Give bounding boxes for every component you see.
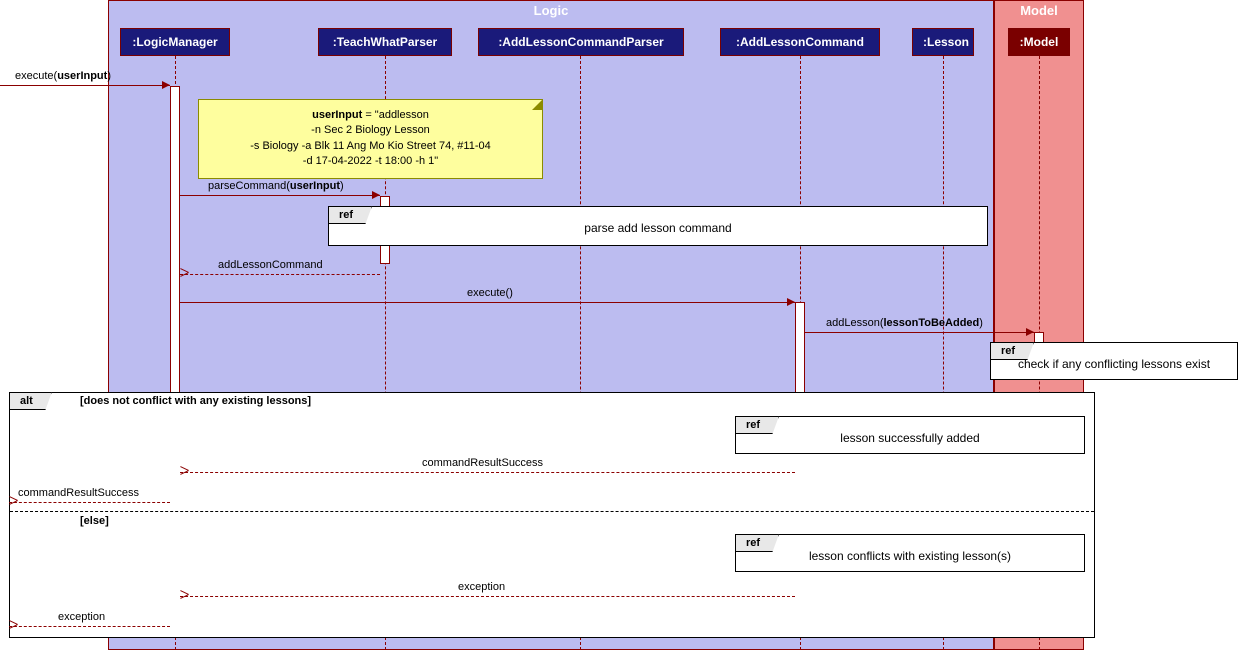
participant-model: :Model: [1008, 28, 1070, 56]
msg-add-lesson: addLesson(lessonToBeAdded): [826, 317, 983, 329]
ref-lesson-conflicts: ref lesson conflicts with existing lesso…: [735, 534, 1085, 572]
msg-cmd-success-1: commandResultSuccess: [422, 457, 543, 469]
msg-exception-2: exception: [58, 611, 105, 623]
msg-exception-1: exception: [458, 581, 505, 593]
arrow-head-parse-command: [372, 191, 380, 199]
ref-tab-2: ref: [990, 342, 1034, 360]
arrow-add-lesson: [805, 332, 1034, 333]
alt-guard-2: [else]: [80, 515, 109, 527]
ref-lesson-success: ref lesson successfully added: [735, 416, 1085, 454]
ref-tab-1: ref: [328, 206, 372, 224]
participant-add-lesson-command: :AddLessonCommand: [720, 28, 880, 56]
user-input-note: userInput = "addlesson -n Sec 2 Biology …: [198, 99, 543, 179]
alt-divider: [10, 511, 1094, 512]
ref-tab-4: ref: [735, 534, 779, 552]
arrow-exception-1: [180, 596, 795, 597]
sequence-diagram: Logic Model :LogicManager :TeachWhatPars…: [0, 0, 1242, 658]
logic-title: Logic: [109, 1, 993, 20]
msg-cmd-success-2: commandResultSuccess: [18, 487, 139, 499]
participant-teach-what-parser: :TeachWhatParser: [318, 28, 452, 56]
alt-tab: alt: [9, 392, 52, 410]
arrow-cmd-success-1: [180, 472, 795, 473]
arrow-exception-2: [9, 626, 170, 627]
msg-execute-empty: execute(): [467, 287, 513, 299]
ref-text-success: lesson successfully added: [736, 417, 1084, 445]
ref-tab-3: ref: [735, 416, 779, 434]
arrow-parse-command: [180, 195, 380, 196]
participant-add-lesson-command-parser: :AddLessonCommandParser: [478, 28, 684, 56]
ref-parse-add-lesson: ref parse add lesson command: [328, 206, 988, 246]
arrow-cmd-success-2: [9, 502, 170, 503]
participant-logic-manager: :LogicManager: [120, 28, 230, 56]
msg-execute-in: execute(userInput): [15, 70, 111, 82]
alt-guard-1: [does not conflict with any existing les…: [80, 395, 311, 407]
arrow-head-add-lesson: [1026, 328, 1034, 336]
msg-add-lesson-return: addLessonCommand: [218, 259, 323, 271]
ref-text-parse: parse add lesson command: [329, 207, 987, 235]
participant-lesson: :Lesson: [912, 28, 974, 56]
ref-check-conflict: ref check if any conflicting lessons exi…: [990, 342, 1238, 380]
arrow-add-lesson-return: [180, 274, 380, 275]
ref-text-conflicts: lesson conflicts with existing lesson(s): [736, 535, 1084, 563]
arrow-execute-in: [0, 85, 170, 86]
model-title: Model: [995, 1, 1083, 20]
msg-parse-command: parseCommand(userInput): [208, 180, 344, 192]
arrow-head-execute-empty: [787, 298, 795, 306]
arrow-head-execute-in: [162, 81, 170, 89]
arrow-execute-empty: [180, 302, 795, 303]
